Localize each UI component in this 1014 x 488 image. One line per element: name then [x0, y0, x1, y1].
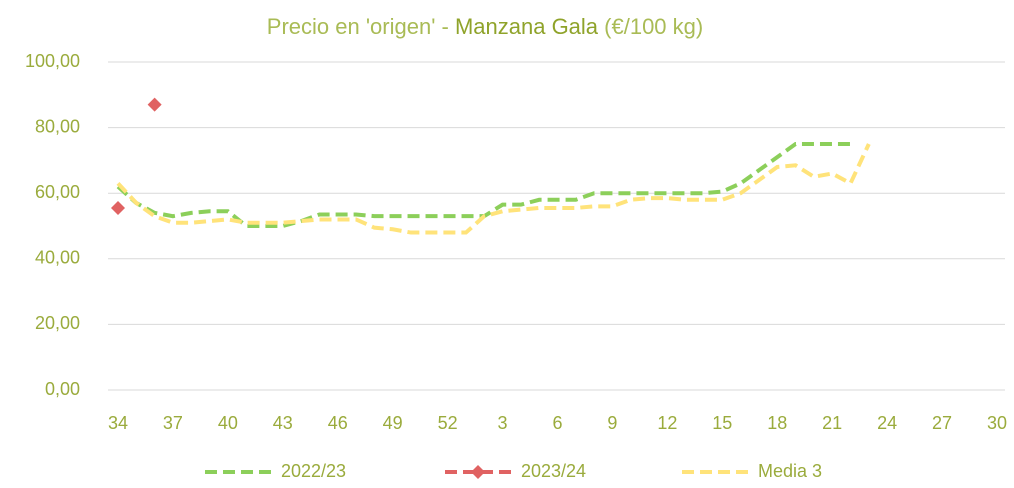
y-tick-label: 0,00: [45, 379, 80, 399]
x-tick-label: 9: [607, 413, 617, 433]
x-tick-label: 30: [987, 413, 1007, 433]
y-tick-label: 40,00: [35, 248, 80, 268]
series-line: [116, 142, 851, 228]
data-point: [111, 200, 125, 215]
legend-label: Media 3: [758, 461, 822, 481]
y-tick-label: 20,00: [35, 313, 80, 333]
y-tick-label: 60,00: [35, 182, 80, 202]
x-tick-label: 15: [712, 413, 732, 433]
x-tick-label: 12: [657, 413, 677, 433]
x-tick-label: 3: [498, 413, 508, 433]
x-tick-label: 24: [877, 413, 897, 433]
x-tick-label: 49: [383, 413, 403, 433]
legend-marker: [471, 465, 485, 479]
x-tick-label: 18: [767, 413, 787, 433]
x-tick-label: 43: [273, 413, 293, 433]
y-tick-label: 100,00: [25, 51, 80, 71]
x-tick-label: 34: [108, 413, 128, 433]
y-tick-label: 80,00: [35, 116, 80, 136]
chart-title: Precio en 'origen' - Manzana Gala (€/100…: [267, 14, 703, 39]
title-part: Manzana Gala: [455, 14, 599, 39]
x-tick-label: 52: [438, 413, 458, 433]
x-tick-label: 46: [328, 413, 348, 433]
x-tick-label: 27: [932, 413, 952, 433]
data-point: [147, 97, 162, 112]
x-tick-label: 21: [822, 413, 842, 433]
title-part: Precio en 'origen' -: [267, 14, 455, 39]
x-tick-label: 40: [218, 413, 238, 433]
title-part: (€/100 kg): [598, 14, 703, 39]
legend-label: 2023/24: [521, 461, 586, 481]
x-tick-label: 6: [552, 413, 562, 433]
legend-label: 2022/23: [281, 461, 346, 481]
series-line: [116, 143, 871, 235]
x-tick-label: 37: [163, 413, 183, 433]
